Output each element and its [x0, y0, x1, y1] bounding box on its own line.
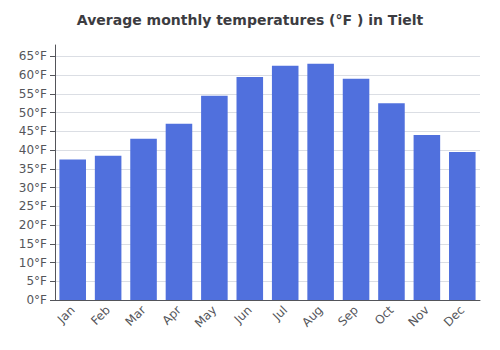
- svg-text:Nov: Nov: [405, 303, 431, 329]
- svg-text:45°F: 45°F: [19, 124, 47, 138]
- svg-text:Sep: Sep: [335, 303, 361, 329]
- svg-text:5°F: 5°F: [26, 274, 47, 288]
- svg-text:60°F: 60°F: [19, 68, 47, 82]
- svg-text:20°F: 20°F: [19, 218, 47, 232]
- svg-text:30°F: 30°F: [19, 181, 47, 195]
- svg-text:15°F: 15°F: [19, 237, 47, 251]
- svg-text:35°F: 35°F: [19, 162, 47, 176]
- svg-text:10°F: 10°F: [19, 256, 47, 270]
- svg-text:May: May: [192, 303, 219, 330]
- svg-text:Oct: Oct: [372, 303, 397, 328]
- svg-text:Jun: Jun: [231, 303, 255, 327]
- svg-text:0°F: 0°F: [26, 293, 47, 307]
- svg-text:Feb: Feb: [88, 303, 113, 328]
- svg-text:Average monthly temperatures (: Average monthly temperatures (°F ) in Ti…: [77, 12, 424, 28]
- svg-text:65°F: 65°F: [19, 49, 47, 63]
- svg-text:Aug: Aug: [299, 303, 325, 329]
- svg-text:Jul: Jul: [269, 303, 290, 324]
- svg-text:50°F: 50°F: [19, 106, 47, 120]
- svg-text:Mar: Mar: [123, 303, 149, 329]
- svg-text:Dec: Dec: [441, 303, 467, 329]
- svg-text:Jan: Jan: [54, 303, 78, 327]
- svg-text:40°F: 40°F: [19, 143, 47, 157]
- svg-text:55°F: 55°F: [19, 87, 47, 101]
- svg-text:25°F: 25°F: [19, 199, 47, 213]
- svg-text:Apr: Apr: [159, 303, 184, 328]
